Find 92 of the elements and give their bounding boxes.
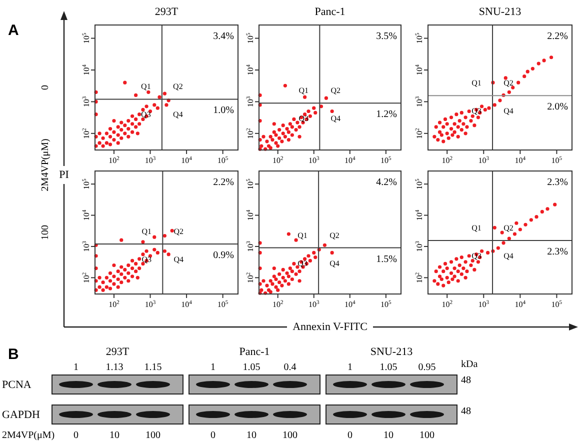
annotation: 1.0% <box>213 104 234 116</box>
category-label: 100 <box>282 430 298 441</box>
category-label: 100 <box>420 430 434 441</box>
chart-title: Panc-1 <box>314 6 346 18</box>
category-label: 100 <box>146 430 160 441</box>
annotation: Q1 <box>142 226 152 236</box>
x-tick-label: 10$^{3}$ <box>144 300 156 309</box>
x-tick-label: 10$^{4}$ <box>181 156 192 165</box>
annotation: Q4 <box>504 106 514 116</box>
category-label: 10 <box>110 430 120 441</box>
annotation: Q1 <box>141 82 151 91</box>
text: 2M4VP(μM) <box>40 138 50 192</box>
annotation: Q4 <box>174 254 184 264</box>
x-axis-title: Annexin V-FITC <box>292 321 368 333</box>
annotation: Q2 <box>504 223 514 232</box>
category-label: 10 <box>384 430 394 441</box>
x-tick-label: 10$^{2}$ <box>108 156 120 165</box>
x-tick-label: 10$^{5}$ <box>380 300 392 309</box>
data-label: 1 <box>74 362 78 373</box>
chart-title: 293T <box>154 6 178 18</box>
x-tick-label: 10$^{5}$ <box>217 156 228 165</box>
x-tick-label: 10$^{3}$ <box>308 300 320 309</box>
annotation: 1.2% <box>376 108 397 120</box>
x-tick-label: 10$^{2}$ <box>442 300 453 309</box>
text: A <box>8 22 19 39</box>
x-tick-label: 10$^{3}$ <box>478 156 490 165</box>
text: PCNA <box>2 379 32 391</box>
annotation: Q4 <box>173 110 183 119</box>
annotation: Q2 <box>330 86 341 95</box>
annotation: Q1 <box>472 223 482 232</box>
annotation: Q4 <box>504 251 514 260</box>
x-tick-label: 10$^{2}$ <box>272 156 284 165</box>
text: 48 <box>461 375 471 386</box>
data-label: 1.13 <box>106 362 124 373</box>
x-tick-label: 10$^{5}$ <box>380 156 392 165</box>
data-label: 1.05 <box>242 362 260 373</box>
text: 293T <box>106 346 130 358</box>
x-tick-label: 10$^{4}$ <box>344 300 356 309</box>
annotation: 2.3% <box>547 176 568 188</box>
x-tick-label: 10$^{5}$ <box>551 300 562 309</box>
text: 48 <box>461 406 471 417</box>
x-tick-label: 10$^{4}$ <box>514 300 526 309</box>
annotation: Q1 <box>298 230 308 240</box>
x-tick-label: 10$^{5}$ <box>551 156 562 165</box>
category-label: 0 <box>210 430 216 441</box>
category-label: 0 <box>348 430 352 441</box>
x-tick-label: 10$^{5}$ <box>217 300 228 309</box>
chart-title: SNU-213 <box>478 6 522 18</box>
annotation: Q1 <box>298 86 309 95</box>
annotation: 2.2% <box>547 30 568 42</box>
text: B <box>8 346 19 363</box>
x-tick-label: 10$^{4}$ <box>181 300 192 309</box>
annotation: Q2 <box>504 78 514 88</box>
data-label: 1.05 <box>380 362 398 373</box>
annotation: Q1 <box>472 78 482 88</box>
annotation: 2.3% <box>547 246 568 258</box>
annotation: 3.4% <box>213 30 234 42</box>
annotation: Q4 <box>330 114 341 123</box>
annotation: 3.5% <box>376 30 397 42</box>
annotation: 4.2% <box>376 176 397 188</box>
data-label: 1 <box>210 362 216 373</box>
data-label: 0.4 <box>284 362 296 373</box>
annotation: Q3 <box>141 110 151 119</box>
y-axis-title: 0 <box>40 85 50 90</box>
text: Panc-1 <box>239 346 270 358</box>
legend-label: GAPDH <box>2 409 40 421</box>
x-tick-label: 10$^{2}$ <box>442 156 453 165</box>
data-label: 1.15 <box>144 362 162 373</box>
annotation: 1.5% <box>376 253 397 264</box>
annotation: 2.2% <box>213 176 234 188</box>
text: PI <box>59 169 70 181</box>
text: SNU-213 <box>370 346 414 358</box>
annotation: Q2 <box>330 230 340 240</box>
x-tick-label: 10$^{4}$ <box>344 156 356 165</box>
text: kDa <box>461 359 478 370</box>
category-label: 0 <box>74 430 78 441</box>
text: 2M4VP(μM) <box>2 430 55 441</box>
y-axis-title: 100 <box>40 225 50 240</box>
data-label: 0.95 <box>418 362 436 373</box>
x-tick-label: 10$^{3}$ <box>144 156 156 165</box>
annotation: 2.0% <box>547 101 568 112</box>
data-label: 1 <box>348 362 352 373</box>
x-tick-label: 10$^{2}$ <box>108 300 120 309</box>
category-label: 10 <box>246 430 256 441</box>
annotation: Q2 <box>174 226 184 236</box>
x-tick-label: 10$^{2}$ <box>272 300 284 309</box>
x-tick-label: 10$^{4}$ <box>514 156 526 165</box>
x-tick-label: 10$^{3}$ <box>478 300 490 309</box>
annotation: Q4 <box>330 258 340 268</box>
x-tick-label: 10$^{3}$ <box>308 156 320 165</box>
annotation: Q2 <box>173 82 183 91</box>
annotation: 0.9% <box>213 250 234 261</box>
